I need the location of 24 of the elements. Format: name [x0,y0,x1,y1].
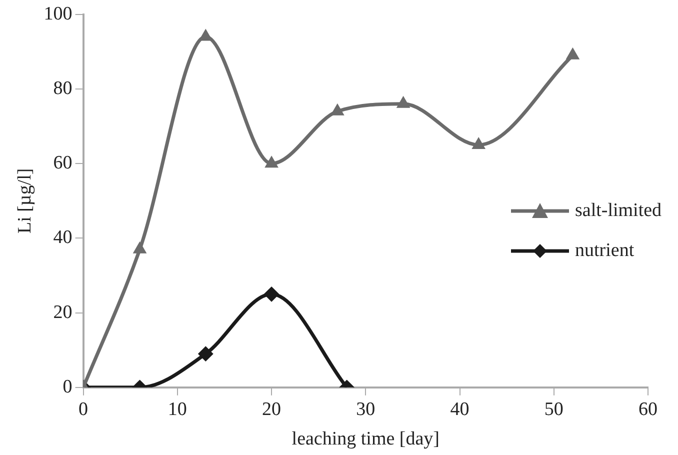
y-tick-label: 40 [53,227,72,248]
point [396,96,410,108]
y-tick-label: 100 [44,3,72,24]
x-tick-label: 10 [168,398,187,420]
legend-label: salt-limited [575,200,662,222]
point [133,242,146,254]
x-tick-label: 30 [356,398,376,420]
x-axis-title: leaching time [day] [292,428,440,450]
point [330,104,344,116]
y-axis-title: Li [µg/l] [14,168,36,234]
point [199,29,212,41]
y-tick-label: 20 [53,302,72,323]
x-tick-label: 0 [78,398,88,420]
x-tick-label: 60 [638,398,658,420]
y-tick-label: 0 [62,376,72,398]
legend-label: nutrient [575,240,634,262]
point [566,48,580,60]
point [264,156,278,168]
x-tick-label: 40 [450,398,470,420]
x-tick-label: 50 [544,398,564,420]
y-tick-label: 60 [53,152,72,174]
point [472,137,486,149]
x-tick-label: 20 [262,398,282,420]
y-tick-label: 80 [53,78,72,99]
